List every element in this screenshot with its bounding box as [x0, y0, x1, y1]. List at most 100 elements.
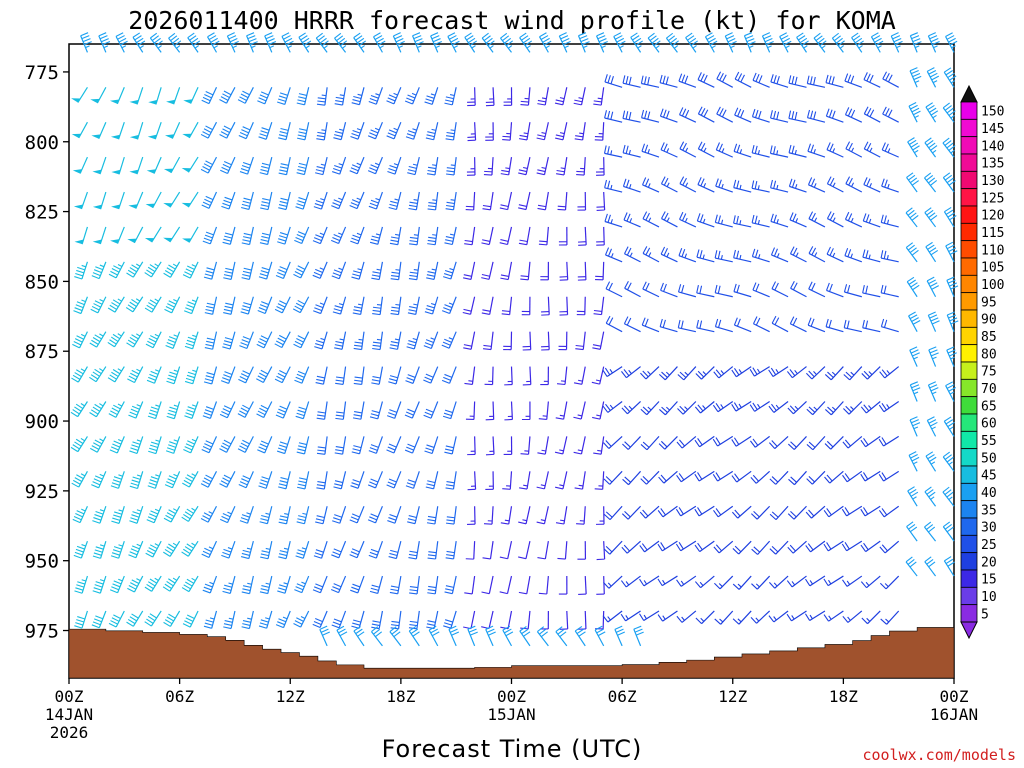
barb-flag — [482, 204, 491, 208]
wind-barb — [537, 87, 549, 106]
barb-flag — [640, 75, 644, 84]
barb-flag — [145, 343, 154, 349]
barb-flag — [257, 310, 266, 315]
barb-flag — [905, 207, 913, 214]
barb-flag — [883, 319, 888, 328]
barb-flag — [409, 586, 418, 589]
barb-flag — [220, 96, 229, 101]
barb-staff — [303, 506, 310, 524]
barb-flag — [719, 73, 724, 81]
barb-half-flag — [448, 302, 454, 306]
barb-flag — [482, 557, 491, 560]
barb-flag — [906, 521, 914, 527]
barb-flag — [334, 305, 343, 309]
barb-flag — [445, 236, 454, 239]
barb-flag — [944, 556, 952, 562]
barb-flag — [129, 301, 137, 307]
wind-barb — [444, 436, 457, 455]
wind-barb — [501, 296, 513, 316]
barb-flag — [166, 580, 174, 587]
barb-flag — [241, 514, 250, 518]
barb-flag — [632, 35, 640, 41]
y-tick-label: 950 — [25, 551, 59, 573]
barb-flag — [623, 405, 631, 412]
barb-half-flag — [99, 264, 105, 268]
colorbar-bottom-arrow — [960, 621, 978, 640]
barb-half-flag — [684, 406, 689, 411]
barb-flag — [132, 476, 141, 480]
wind-barb — [110, 226, 125, 244]
barb-staff — [830, 366, 844, 381]
barb-half-flag — [413, 234, 419, 236]
barb-flag — [221, 411, 229, 416]
barb-flag — [427, 554, 437, 557]
wind-barb — [603, 470, 623, 485]
wind-barb — [181, 156, 199, 173]
barb-staff — [698, 148, 715, 158]
barb-flag — [911, 214, 919, 221]
barb-flag — [334, 344, 343, 347]
barb-flag — [750, 477, 757, 484]
barb-half-flag — [413, 303, 418, 306]
barb-flag — [353, 306, 362, 309]
barb-flag — [482, 309, 491, 312]
barb-flag — [758, 110, 762, 119]
barb-flag — [74, 625, 83, 629]
barb-flag — [887, 109, 893, 118]
barb-pennant — [163, 237, 173, 243]
barb-flag — [169, 371, 178, 376]
barb-flag — [332, 236, 341, 242]
barb-staff — [946, 280, 955, 298]
wind-barb — [445, 122, 457, 141]
barb-flag — [149, 373, 158, 378]
barb-flag — [427, 169, 436, 173]
barb-flag — [445, 96, 454, 100]
wind-barb — [277, 87, 291, 105]
wind-barb — [107, 296, 125, 313]
barb-staff — [227, 156, 236, 174]
barb-flag — [299, 477, 308, 481]
barb-flag — [131, 405, 140, 410]
wind-barb — [499, 575, 513, 595]
barb-flag — [928, 311, 936, 316]
wind-barb — [295, 401, 310, 420]
wind-barb — [924, 486, 937, 507]
barb-staff — [546, 576, 549, 595]
wind-barb — [183, 87, 199, 104]
barb-flag — [847, 108, 853, 117]
barb-flag — [183, 513, 191, 520]
barb-half-flag — [758, 254, 761, 259]
barb-half-flag — [135, 333, 141, 337]
barb-staff — [99, 226, 107, 245]
barb-flag — [537, 557, 546, 560]
barb-flag — [166, 342, 175, 346]
barb-flag — [685, 32, 693, 39]
wind-barb — [110, 471, 125, 489]
barb-flag — [260, 270, 269, 274]
barb-half-flag — [813, 149, 816, 154]
wind-barb — [349, 540, 365, 559]
barb-flag — [353, 309, 362, 312]
colorbar-cell — [960, 482, 978, 502]
wind-barb — [861, 610, 881, 625]
wind-barb — [241, 191, 254, 210]
barb-flag — [694, 508, 700, 517]
colorbar-cell — [960, 222, 978, 242]
plot-area — [68, 43, 955, 679]
barb-flag — [206, 305, 215, 309]
wind-barb — [878, 505, 900, 518]
barb-flag — [127, 587, 135, 593]
barb-flag — [863, 141, 869, 150]
barb-flag — [943, 416, 952, 422]
barb-flag — [112, 333, 121, 340]
barb-flag — [294, 239, 302, 245]
wind-barb — [657, 610, 678, 622]
barb-flag — [862, 213, 867, 222]
wind-barb — [574, 626, 586, 647]
barb-pennant — [110, 134, 121, 140]
barb-half-flag — [413, 199, 419, 201]
wind-barb — [909, 32, 922, 53]
barb-staff — [169, 575, 181, 592]
barb-flag — [274, 378, 283, 384]
barb-staff — [717, 505, 734, 518]
